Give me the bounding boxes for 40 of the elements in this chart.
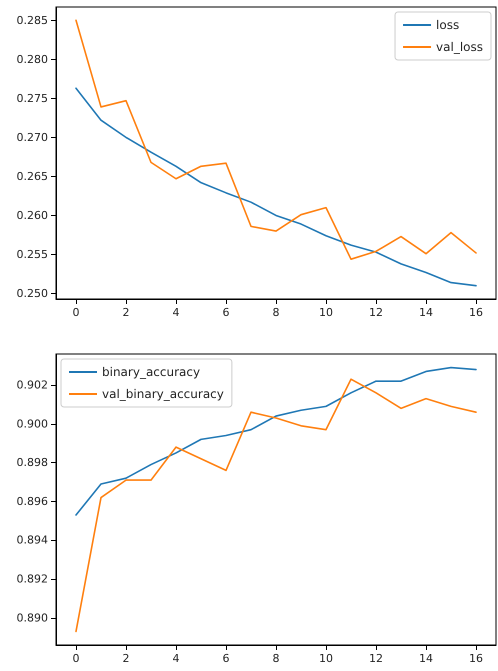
y-tick-label: 0.898	[16, 456, 48, 470]
x-tick-label: 2	[122, 652, 130, 665]
x-tick-label: 0	[72, 306, 80, 319]
legend-label: val_binary_accuracy	[102, 387, 224, 401]
legend-label: val_loss	[436, 40, 483, 54]
x-tick-label: 8	[272, 652, 280, 665]
x-tick-label: 14	[419, 652, 433, 665]
y-tick-label: 0.896	[16, 494, 48, 508]
y-tick-label: 0.894	[16, 534, 48, 547]
x-tick-label: 16	[469, 652, 483, 665]
y-tick-label: 0.892	[16, 572, 48, 586]
y-tick-label: 0.275	[16, 92, 48, 105]
line-series	[75, 87, 477, 287]
x-tick-label: 16	[469, 306, 483, 319]
x-tick-label: 12	[369, 652, 383, 665]
y-tick-label: 0.250	[16, 287, 48, 300]
y-tick-label: 0.280	[16, 52, 48, 66]
y-tick-label: 0.270	[16, 130, 48, 144]
x-tick-label: 2	[122, 306, 130, 319]
y-tick-label: 0.255	[16, 248, 48, 261]
x-tick-label: 12	[369, 306, 383, 319]
x-tick-label: 8	[272, 306, 280, 319]
y-tick-label: 0.900	[16, 417, 48, 430]
line-series	[75, 378, 477, 632]
y-tick-label: 0.890	[16, 611, 48, 624]
y-tick-label: 0.902	[16, 378, 48, 392]
x-tick-label: 6	[222, 306, 230, 319]
x-tick-label: 10	[319, 306, 333, 319]
line-series	[75, 366, 477, 516]
x-tick-label: 4	[172, 652, 180, 665]
y-tick-label: 0.260	[16, 208, 48, 222]
y-tick-label: 0.285	[16, 14, 48, 27]
legend-label: binary_accuracy	[102, 365, 200, 379]
x-tick-label: 6	[222, 652, 230, 665]
x-tick-label: 4	[172, 306, 180, 319]
x-tick-label: 0	[72, 652, 80, 665]
x-tick-label: 10	[319, 652, 333, 665]
y-tick-label: 0.265	[16, 170, 48, 183]
x-tick-label: 14	[419, 306, 433, 319]
legend-label: loss	[436, 18, 460, 32]
